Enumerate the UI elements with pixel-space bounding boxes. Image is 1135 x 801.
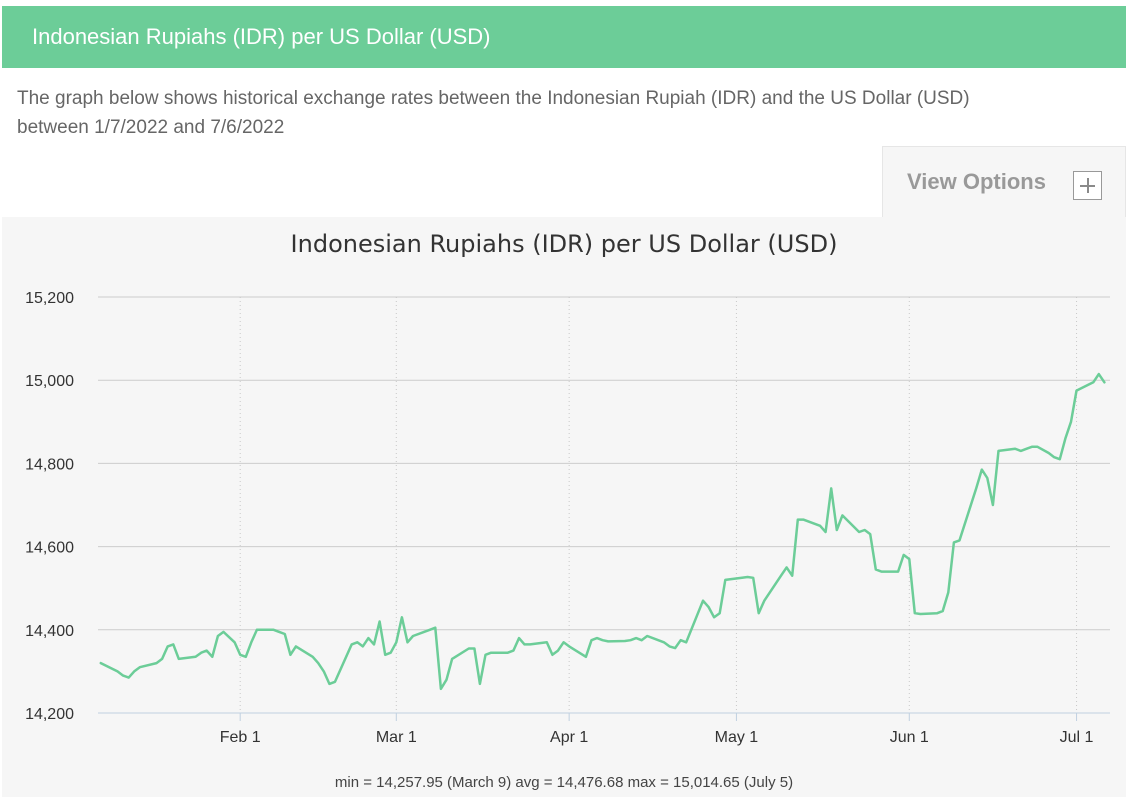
y-tick-label: 15,000	[25, 373, 74, 390]
chart-title: Indonesian Rupiahs (IDR) per US Dollar (…	[291, 230, 838, 258]
stats-summary: min = 14,257.95 (March 9) avg = 14,476.6…	[334, 774, 794, 791]
description-line-1: The graph below shows historical exchang…	[17, 88, 970, 109]
plus-icon[interactable]	[1073, 171, 1102, 200]
page-title: Indonesian Rupiahs (IDR) per US Dollar (…	[32, 24, 491, 49]
view-options-button[interactable]: View Options	[882, 146, 1126, 218]
page-header: Indonesian Rupiahs (IDR) per US Dollar (…	[2, 6, 1126, 68]
chart-axes: 14,200 14,400 14,600 14,800 15,000 15,200 Feb …	[25, 290, 1093, 746]
exchange-rate-chart: Indonesian Rupiahs (IDR) per US Dollar (…	[25, 230, 1110, 746]
x-tick-label: Jun 1	[890, 729, 929, 746]
y-tick-label: 14,800	[25, 456, 74, 473]
series-line	[99, 372, 1106, 691]
description-line-2: between 1/7/2022 and 7/6/2022	[17, 117, 285, 138]
x-tick-label: May 1	[715, 729, 759, 746]
chart-panel: Indonesian Rupiahs (IDR) per US Dollar (…	[2, 217, 1126, 797]
x-tick-label: Mar 1	[376, 729, 417, 746]
chart-series	[99, 372, 1106, 691]
y-tick-label: 14,400	[25, 623, 74, 640]
y-tick-label: 15,200	[25, 290, 74, 307]
view-options-label: View Options	[907, 169, 1046, 194]
chart-grid	[98, 296, 1110, 714]
y-tick-label: 14,200	[25, 706, 74, 723]
x-tick-label: Jul 1	[1060, 729, 1094, 746]
x-tick-label: Feb 1	[220, 729, 261, 746]
y-tick-label: 14,600	[25, 540, 74, 557]
chart-description: The graph below shows historical exchang…	[17, 84, 1107, 142]
x-tick-label: Apr 1	[550, 729, 588, 746]
